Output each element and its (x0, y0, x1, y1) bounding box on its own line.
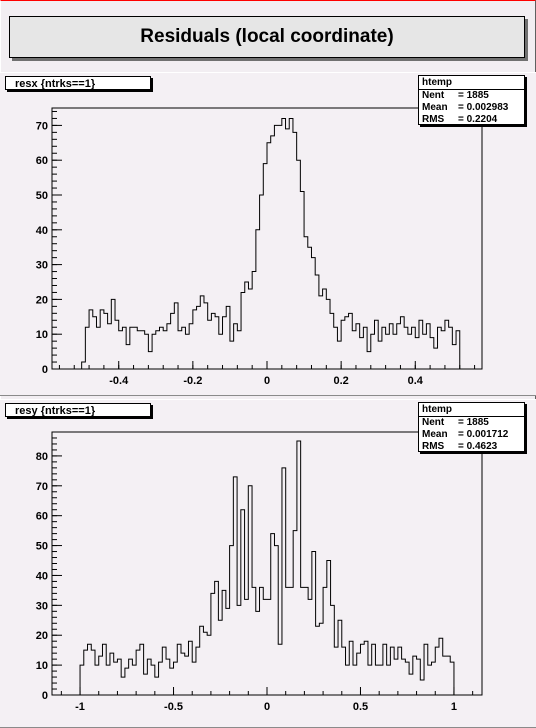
stats-row-rms: RMS = 0.2204 (422, 114, 498, 125)
pad-resx[interactable]: -0.4 -0.2 0 0.2 0.4 0 10 20 30 40 50 60 70 resx {ntr… (0, 72, 536, 396)
x-tick-label: 0.5 (353, 701, 368, 713)
y-tick-label: 40 (36, 570, 48, 582)
y-tick-label: 20 (36, 630, 48, 642)
y-tick-label: 60 (36, 155, 48, 167)
y-tick-label: 10 (36, 329, 48, 341)
x-tick-label: -1 (75, 701, 85, 713)
histogram-line (81, 117, 464, 370)
x-tick-label: 0 (264, 701, 270, 713)
stats-row-nent: Nent = 1885 (422, 417, 489, 428)
histogram-resx: -0.4 -0.2 0 0.2 0.4 0 10 20 30 40 50 60 70 (36, 107, 483, 387)
y-tick-label: 30 (36, 600, 48, 612)
stats-box-resx[interactable]: htemp Nent = 1885 Mean = 0.002983 RMS = 0… (418, 75, 525, 125)
stats-row-mean: Mean = 0.001712 (422, 429, 509, 440)
y-tick-label: 80 (36, 451, 48, 463)
y-tick-label: 20 (36, 294, 48, 306)
plot-frame (51, 431, 483, 696)
stats-row-mean: Mean = 0.002983 (422, 102, 509, 113)
x-tick-label: -0.5 (164, 701, 183, 713)
y-tick-label: 10 (36, 660, 48, 672)
stats-box-resy[interactable]: htemp Nent = 1885 Mean = 0.001712 RMS = 0… (418, 402, 525, 452)
y-tick-label: 50 (36, 541, 48, 553)
y-tick-label: 60 (36, 511, 48, 523)
stats-name: htemp (419, 403, 524, 417)
y-tick-label: 70 (36, 481, 48, 493)
histogram-line (79, 440, 458, 696)
x-tick-label: 0 (264, 375, 270, 387)
histogram-title-resx[interactable]: resx {ntrks==1} (5, 76, 151, 90)
stats-name: htemp (419, 76, 524, 90)
histogram-title-resy[interactable]: resy {ntrks==1} (5, 403, 151, 417)
x-tick-label: -0.2 (183, 375, 202, 387)
y-tick-label: 0 (42, 364, 48, 376)
y-tick-label: 0 (42, 690, 48, 702)
pad-resy[interactable]: -1 -0.5 0 0.5 1 0 10 20 30 40 50 60 70 80 resy {ntrks… (0, 399, 536, 728)
stats-row-nent: Nent = 1885 (422, 90, 489, 101)
y-tick-label: 50 (36, 190, 48, 202)
x-tick-label: 1 (451, 701, 457, 713)
y-tick-label: 40 (36, 225, 48, 237)
x-tick-label: 0.4 (408, 375, 424, 387)
y-tick-label: 70 (36, 120, 48, 132)
x-tick-label: -0.4 (109, 375, 129, 387)
canvas-title: Residuals (local coordinate) (9, 16, 525, 58)
y-tick-label: 30 (36, 260, 48, 272)
x-tick-label: 0.2 (333, 375, 348, 387)
stats-row-rms: RMS = 0.4623 (422, 441, 498, 452)
